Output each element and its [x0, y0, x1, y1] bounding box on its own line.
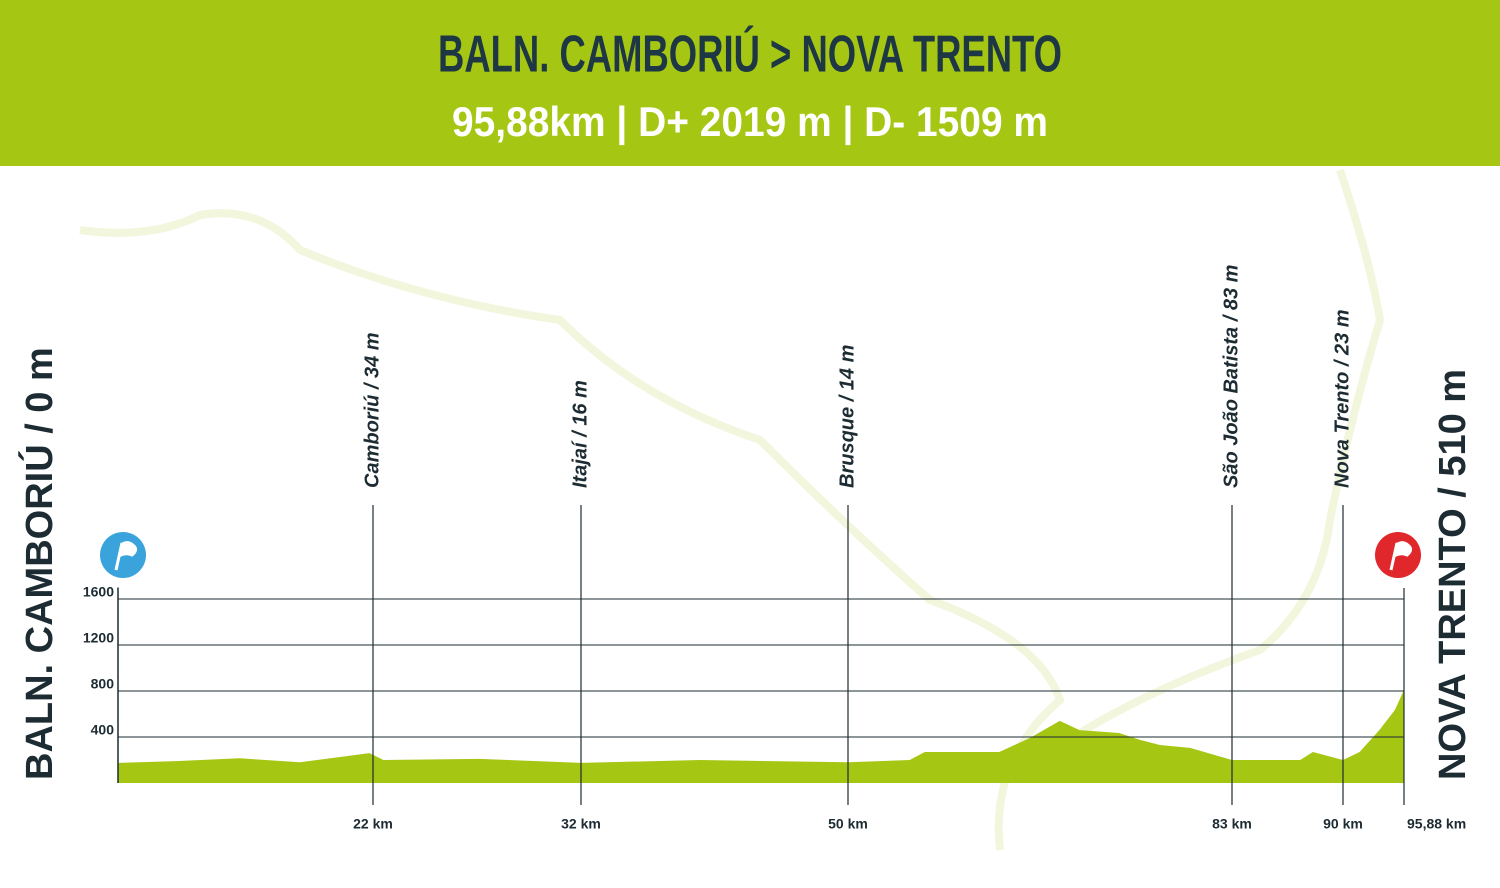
y-tick-label: 400	[91, 722, 115, 738]
y-tick-label: 800	[91, 676, 115, 692]
subtitle: 95,88km | D+ 2019 m | D- 1509 m	[452, 98, 1048, 146]
y-tick-label: 1600	[83, 584, 114, 600]
km-label: 50 km	[828, 816, 868, 832]
km-label: 32 km	[561, 816, 601, 832]
marker-label: Brusque / 14 m	[836, 345, 858, 488]
title: BALN. CAMBORIÚ > NOVA TRENTO	[438, 26, 1062, 84]
end-label: NOVA TRENTO / 510 m	[1432, 369, 1474, 780]
marker-label: Itajaí / 16 m	[569, 380, 591, 488]
y-tick-label: 1200	[83, 630, 114, 646]
start-flag	[100, 532, 146, 578]
start-label: BALN. CAMBORIÚ / 0 m	[17, 347, 61, 780]
km-label: 83 km	[1212, 816, 1252, 832]
km-label: 22 km	[353, 816, 393, 832]
marker-label: São João Batista / 83 m	[1220, 265, 1242, 488]
km-label: 95,88 km	[1407, 816, 1466, 832]
marker-label: Nova Trento / 23 m	[1331, 309, 1353, 488]
marker-label: Camboriú / 34 m	[361, 332, 383, 488]
end-flag	[1375, 532, 1421, 578]
header-band	[0, 0, 1500, 166]
elevation-area	[118, 689, 1404, 783]
map-outline	[79, 168, 1385, 851]
km-label: 90 km	[1323, 816, 1363, 832]
